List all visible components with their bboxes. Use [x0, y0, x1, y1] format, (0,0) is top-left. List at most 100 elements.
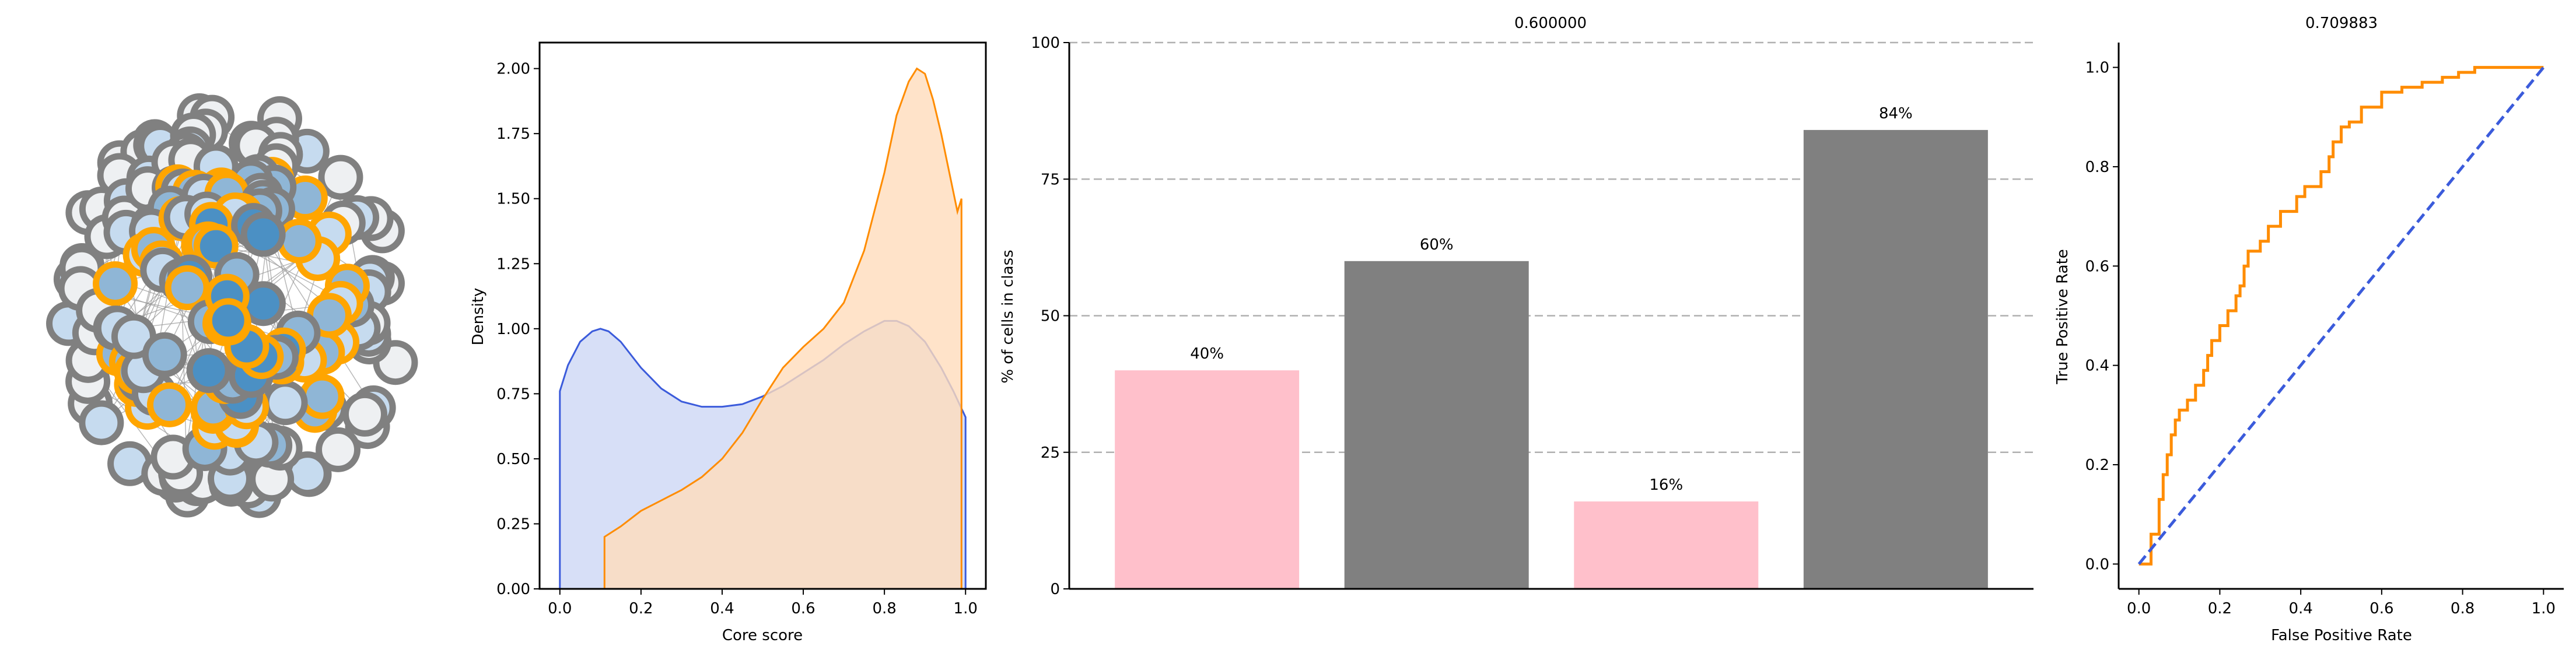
network-node-periphery: [218, 374, 263, 419]
network-edge: [114, 201, 127, 284]
network-node-periphery: [351, 385, 396, 430]
network-edge: [336, 304, 353, 343]
network-node-core: [204, 273, 250, 319]
network-edge: [193, 134, 272, 180]
network-edge: [89, 162, 120, 404]
density-ytick-label: 1.00: [496, 321, 530, 338]
network-edge: [186, 135, 193, 155]
network-edges: [75, 115, 396, 496]
network-node-periphery: [58, 266, 103, 311]
density-xtick-label: 0.4: [710, 600, 734, 617]
network-edge: [203, 143, 252, 246]
network-edge: [203, 209, 273, 246]
network-edge: [181, 155, 187, 280]
network-node-periphery: [318, 155, 363, 200]
network-node-periphery: [180, 459, 225, 504]
network-node-periphery: [237, 188, 282, 234]
network-node-periphery: [163, 195, 209, 240]
network-node-periphery: [65, 338, 111, 383]
network-node-periphery: [183, 108, 228, 154]
network-edge: [181, 191, 184, 280]
network-node-periphery: [193, 144, 239, 189]
network-node-periphery: [133, 122, 178, 168]
network-node-core: [193, 223, 239, 269]
network-edge: [101, 233, 330, 423]
network-node-periphery: [164, 472, 210, 518]
network-node-periphery: [330, 282, 375, 328]
network-node-periphery: [167, 254, 212, 300]
network-edge: [94, 303, 341, 333]
network-edge: [125, 232, 148, 408]
network-node-periphery: [159, 258, 204, 303]
network-node-periphery: [65, 190, 111, 236]
network-edge: [209, 176, 258, 322]
network-node-core: [114, 361, 159, 407]
network-edge: [358, 277, 373, 329]
network-node-periphery: [79, 186, 124, 231]
network-edge: [214, 424, 237, 428]
network-edge: [80, 288, 229, 321]
network-edge: [164, 217, 358, 356]
network-node-periphery: [236, 473, 282, 518]
network-edge: [153, 248, 228, 297]
density-ytick-label: 2.00: [496, 61, 530, 78]
network-edge: [147, 188, 247, 347]
network-edge: [232, 274, 237, 381]
network-edge: [150, 230, 231, 454]
network-node-periphery: [131, 371, 177, 416]
network-node-periphery: [284, 128, 330, 174]
network-node-periphery: [254, 335, 299, 380]
network-node-periphery: [345, 404, 390, 450]
bars-ytick-label: 50: [1041, 308, 1060, 325]
network-edge: [101, 370, 209, 423]
network-edge: [226, 194, 263, 203]
network-edge: [236, 408, 326, 424]
roc-title: 0.709883: [2305, 15, 2378, 32]
network-edge: [163, 449, 338, 475]
network-edge: [202, 322, 369, 482]
network-node-core: [259, 339, 304, 385]
network-node-periphery: [233, 420, 279, 465]
network-edge: [262, 234, 374, 408]
density-xlabel: Core score: [722, 627, 803, 644]
roc-xtick-label: 1.0: [2532, 600, 2556, 617]
network-edge: [211, 224, 242, 397]
network-edge: [150, 146, 161, 231]
network-node-core: [214, 403, 260, 448]
network-node-core: [125, 385, 170, 430]
network-edge: [131, 361, 170, 405]
network-node-core: [158, 196, 204, 241]
network-node-core: [261, 327, 306, 373]
network-node-core: [114, 349, 159, 395]
network-node-periphery: [147, 185, 192, 231]
network-edge: [314, 352, 323, 410]
network-nodes: [46, 93, 418, 518]
network-edge: [80, 288, 170, 405]
network-edge: [101, 209, 310, 475]
network-node-core: [139, 240, 184, 286]
network-edge: [187, 279, 370, 496]
network-node-core: [282, 338, 327, 383]
network-node-periphery: [141, 451, 187, 496]
network-edge: [115, 115, 200, 328]
network-node-periphery: [150, 434, 196, 480]
network-edge: [340, 177, 369, 335]
network-node-periphery: [208, 461, 254, 507]
network-edge: [144, 349, 284, 371]
bar-2: [1574, 501, 1759, 589]
network-node-periphery: [251, 164, 297, 210]
density-area-0: [559, 321, 966, 589]
network-node-periphery: [316, 427, 361, 472]
network-edge: [101, 195, 261, 423]
network-node-core: [282, 175, 328, 221]
network-edge: [115, 197, 306, 329]
bar-label-2: 16%: [1649, 476, 1683, 494]
density-ytick-label: 0.00: [496, 581, 530, 598]
network-node-periphery: [228, 353, 274, 398]
network-edge: [190, 160, 370, 280]
network-edge: [169, 139, 277, 405]
roc-ytick-label: 0.6: [2085, 258, 2109, 275]
network-node-periphery: [140, 247, 186, 293]
